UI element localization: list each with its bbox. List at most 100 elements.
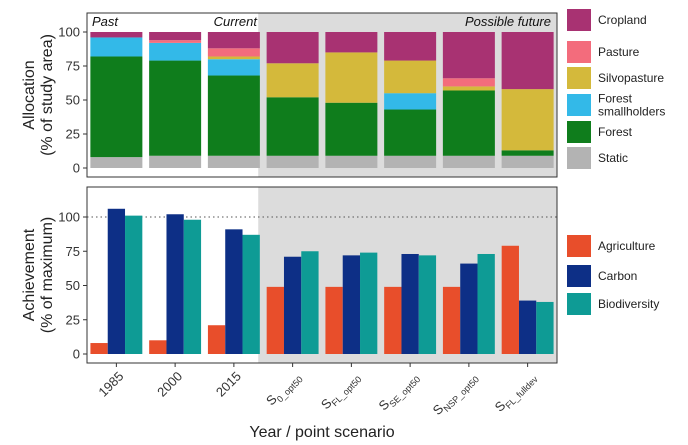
legend-label-line: Silvopasture — [598, 71, 664, 85]
period-label-past: Past — [92, 14, 119, 29]
bar — [125, 215, 143, 354]
bar — [360, 252, 378, 354]
legend-label: Agriculture — [598, 239, 656, 253]
legend-label: Forest smallholders — [598, 92, 665, 119]
bar — [225, 229, 243, 354]
bar-segment — [384, 93, 437, 110]
legend-label: Pasture — [598, 45, 640, 59]
bar-segment — [384, 32, 437, 61]
bar-segment — [384, 60, 437, 94]
bar-segment — [149, 42, 202, 61]
x-tick-label-subscript: FL_opt50 — [330, 374, 364, 408]
bar-segment — [325, 52, 378, 103]
x-tick-label-subscript: 0_opt50 — [275, 374, 305, 404]
legend-label: Static — [598, 151, 628, 165]
bar-segment — [90, 37, 143, 57]
legend-label: Forest — [598, 125, 633, 139]
legend-label-line: Cropland — [598, 13, 647, 27]
legend-swatch — [567, 265, 591, 287]
bar — [149, 340, 167, 354]
bar-segment — [207, 56, 260, 60]
legend-swatch — [567, 41, 591, 63]
bar-segment — [149, 40, 202, 43]
bar-segment — [207, 75, 260, 156]
bar-segment — [266, 155, 319, 168]
bar — [501, 245, 519, 354]
legend-swatch — [567, 94, 591, 116]
bar-segment — [266, 97, 319, 156]
y-tick-label: 100 — [58, 25, 80, 40]
y-tick-label: 25 — [66, 312, 80, 327]
legend-label: Cropland — [598, 13, 647, 27]
legend-label-line: Forest — [598, 92, 633, 106]
bar — [418, 255, 437, 354]
bar — [301, 251, 319, 354]
y-axis-label-line: (% of study area) — [39, 34, 56, 156]
bar-segment — [149, 32, 202, 41]
bar-segment — [266, 63, 319, 98]
bar-segment — [325, 102, 378, 156]
bar — [384, 286, 402, 354]
legend-swatch — [567, 293, 591, 315]
bar — [166, 214, 184, 354]
legend-label-line: Pasture — [598, 45, 640, 59]
x-tick-label-subscript: FL_fulldev — [503, 374, 540, 411]
y-tick-label: 75 — [66, 244, 80, 259]
bar-segment — [501, 150, 554, 156]
bar-segment — [149, 60, 202, 156]
x-tick-label: SNSP_opt50 — [430, 369, 481, 420]
y-axis-label-line: Allocation — [21, 60, 38, 129]
bar — [266, 286, 284, 354]
bar-segment — [384, 155, 437, 168]
x-axis-label: Year / point scenario — [249, 424, 394, 441]
bar-segment — [442, 32, 495, 79]
x-tick-label: S0_opt50 — [263, 369, 305, 411]
bar — [460, 263, 478, 354]
x-tick-label-main: 1985 — [95, 369, 126, 400]
bar — [107, 208, 126, 354]
period-label-future: Possible future — [465, 14, 551, 29]
legend-swatch — [567, 147, 591, 169]
y-axis-label: Allocation(% of study area) — [21, 34, 56, 156]
y-axis-label-line: (% of maximum) — [39, 217, 56, 333]
bar-segment — [325, 155, 378, 168]
y-tick-label: 100 — [58, 210, 80, 225]
bar-segment — [325, 32, 378, 53]
legend-label-line: Carbon — [598, 269, 637, 283]
legend-swatch — [567, 9, 591, 31]
bar-segment — [442, 86, 495, 91]
x-tick-label-main: 2000 — [154, 369, 185, 400]
bar-segment — [501, 89, 554, 151]
bar — [401, 253, 419, 354]
plot-frame — [86, 186, 558, 364]
bar-segment — [90, 157, 143, 168]
bar — [90, 343, 108, 354]
plot-frame — [86, 12, 558, 178]
y-tick-label: 0 — [73, 161, 80, 176]
legend-label: Carbon — [598, 269, 637, 283]
x-tick-label: 2000 — [154, 369, 185, 400]
x-tick-label: 1985 — [95, 369, 126, 400]
bar — [536, 301, 554, 354]
x-tick-label-main: 2015 — [213, 369, 244, 400]
bar-segment — [207, 155, 260, 168]
x-tick-label: SFL_opt50 — [318, 369, 364, 415]
bar — [477, 253, 495, 354]
legend-swatch — [567, 67, 591, 89]
bar-segment — [442, 78, 495, 87]
y-axis-label: Achievement(% of maximum) — [21, 217, 56, 333]
bar — [342, 255, 361, 354]
bar-segment — [501, 32, 554, 90]
y-tick-label: 25 — [66, 127, 80, 142]
bar — [325, 286, 343, 354]
bar-segment — [207, 59, 260, 76]
bar — [207, 325, 226, 354]
bar-segment — [207, 48, 260, 57]
bar-segment — [501, 155, 554, 168]
y-tick-label: 75 — [66, 59, 80, 74]
x-tick-label: SFL_fulldev — [492, 368, 541, 417]
legend-label-line: Forest — [598, 125, 633, 139]
bar — [442, 286, 461, 354]
bar-segment — [207, 32, 260, 49]
